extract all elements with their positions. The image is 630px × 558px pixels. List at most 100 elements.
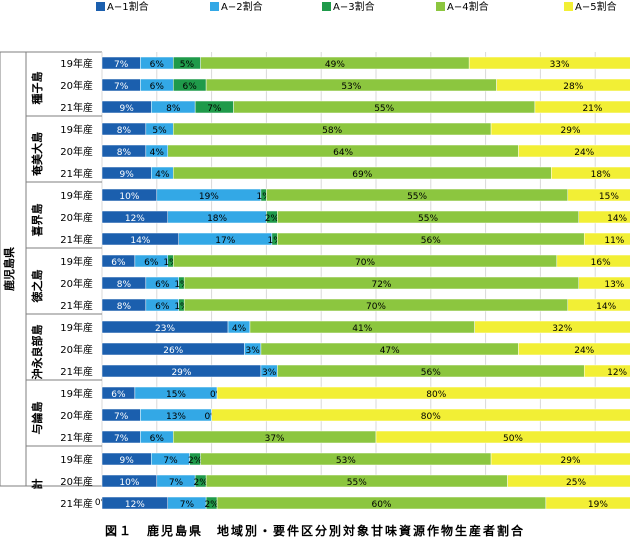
data-label: 25% — [566, 478, 586, 488]
data-label: 53% — [336, 456, 356, 466]
data-label: 37% — [265, 434, 285, 444]
data-label: 2% — [265, 214, 280, 224]
legend-label: A−5割合 — [575, 0, 617, 13]
data-label: 29% — [561, 456, 581, 466]
data-label: 13% — [604, 280, 624, 290]
bar-segment — [567, 298, 630, 312]
bar-segment — [534, 100, 630, 114]
region-label: 与論島 — [30, 402, 44, 435]
bar-segment — [578, 210, 630, 224]
year-label: 19年産 — [60, 123, 93, 136]
data-label: 26% — [163, 346, 183, 356]
data-label: 6% — [150, 60, 165, 70]
data-label: 64% — [333, 148, 353, 158]
year-label: 20年産 — [60, 79, 93, 92]
data-label: 4% — [150, 148, 165, 158]
data-label: 9% — [120, 104, 135, 114]
data-label: 7% — [163, 456, 178, 466]
data-label: 5% — [152, 126, 167, 136]
data-label: 4% — [232, 324, 247, 334]
data-label: 32% — [552, 324, 572, 334]
legend-label: A−2割合 — [221, 0, 263, 13]
legend-label: A−4割合 — [447, 0, 489, 13]
year-label: 21年産 — [60, 497, 93, 510]
year-label: 20年産 — [60, 475, 93, 488]
data-label: 47% — [380, 346, 400, 356]
year-label: 20年産 — [60, 211, 93, 224]
region-label: 計 — [30, 479, 44, 490]
data-label: 15% — [166, 390, 186, 400]
data-label: 6% — [155, 280, 170, 290]
data-label: 1% — [174, 280, 189, 290]
bar-segment — [375, 430, 630, 444]
data-label: 8% — [117, 302, 132, 312]
year-label: 21年産 — [60, 101, 93, 114]
data-label: 70% — [355, 258, 375, 268]
region-label: 沖永良部島 — [30, 325, 44, 380]
year-label: 20年産 — [60, 277, 93, 290]
data-label: 7% — [114, 60, 129, 70]
data-label: 6% — [111, 258, 126, 268]
data-label: 6% — [144, 258, 159, 268]
region-label: 種子島 — [30, 72, 44, 105]
bar-segment — [583, 364, 630, 378]
year-label: 21年産 — [60, 233, 93, 246]
data-label: 12% — [607, 368, 627, 378]
data-label: 2% — [204, 500, 219, 510]
data-label: 8% — [117, 126, 132, 136]
stacked-bar-chart: A−1割合A−2割合A−3割合A−4割合A−5割合鹿児島県0%10%20%30%… — [0, 0, 630, 510]
data-label: 2% — [193, 478, 208, 488]
data-label: 11% — [604, 236, 624, 246]
data-label: 14% — [130, 236, 150, 246]
bar-segment — [567, 188, 630, 202]
bar-segment — [583, 232, 630, 246]
data-label: 17% — [215, 236, 235, 246]
data-label: 3% — [246, 346, 261, 356]
data-label: 60% — [371, 500, 391, 510]
data-label: 41% — [352, 324, 372, 334]
data-label: 2% — [188, 456, 203, 466]
bar-segment — [578, 276, 630, 290]
year-label: 19年産 — [60, 189, 93, 202]
data-label: 23% — [155, 324, 175, 334]
legend-swatch — [322, 2, 331, 11]
legend-swatch — [436, 2, 445, 11]
year-label: 20年産 — [60, 409, 93, 422]
data-label: 7% — [180, 500, 195, 510]
bar-segment — [518, 342, 630, 356]
data-label: 55% — [418, 214, 438, 224]
bar-segment — [474, 320, 630, 334]
data-label: 1% — [163, 258, 178, 268]
data-label: 13% — [166, 412, 186, 422]
data-label: 56% — [421, 368, 441, 378]
region-label: 奄美大島 — [30, 132, 44, 177]
data-label: 15% — [599, 192, 619, 202]
data-label: 55% — [347, 478, 367, 488]
data-label: 9% — [120, 170, 135, 180]
data-label: 8% — [117, 148, 132, 158]
legend-label: A−1割合 — [107, 0, 149, 13]
data-label: 56% — [421, 236, 441, 246]
legend-swatch — [96, 2, 105, 11]
data-label: 5% — [180, 60, 195, 70]
year-label: 19年産 — [60, 387, 93, 400]
data-label: 72% — [371, 280, 391, 290]
year-label: 19年産 — [60, 321, 93, 334]
data-label: 14% — [596, 302, 616, 312]
data-label: 58% — [322, 126, 342, 136]
data-label: 80% — [421, 412, 441, 422]
data-label: 24% — [574, 346, 594, 356]
year-label: 21年産 — [60, 299, 93, 312]
bar-segment — [468, 56, 630, 70]
region-label: 喜界島 — [30, 204, 44, 237]
data-label: 7% — [114, 82, 129, 92]
data-label: 1% — [174, 302, 189, 312]
data-label: 1% — [267, 236, 282, 246]
data-label: 7% — [114, 434, 129, 444]
bar-segment — [490, 122, 630, 136]
data-label: 28% — [563, 82, 583, 92]
bar-segment — [551, 166, 630, 180]
data-label: 21% — [582, 104, 602, 114]
bar-segment — [507, 474, 630, 488]
bar-segment — [496, 78, 630, 92]
